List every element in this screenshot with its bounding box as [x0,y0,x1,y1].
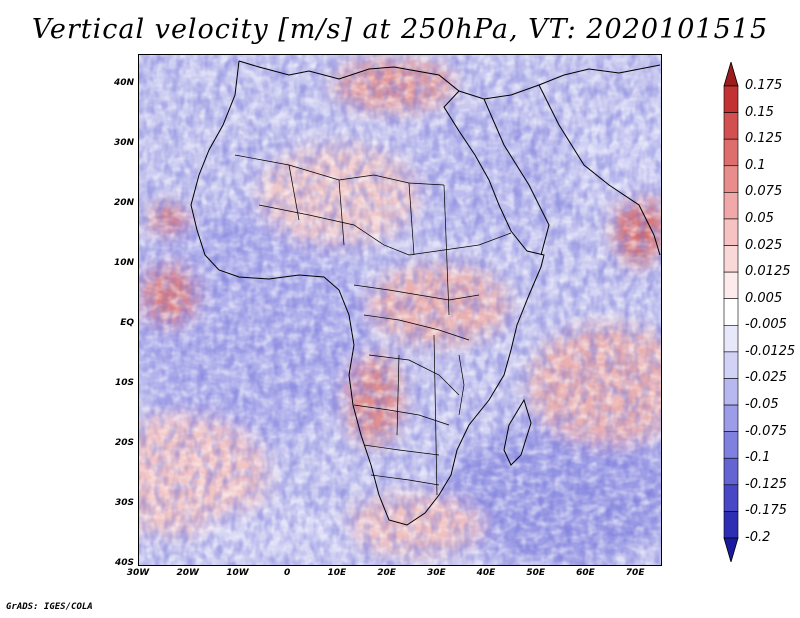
x-tick-label: 70E [625,568,645,578]
colorbar-segment [723,271,739,300]
velocity-field-map [139,55,661,565]
x-tick-label: 50E [526,568,546,578]
colorbar-label: -0.05 [745,397,779,413]
colorbar-segment [723,324,739,353]
colorbar-label: -0.1 [745,450,771,466]
colorbar-segment [723,138,739,167]
colorbar-segment [723,404,739,432]
colorbar-segment [723,245,739,273]
colorbar-label: 0.175 [745,78,783,93]
colorbar-label: -0.125 [745,476,787,492]
colorbar-segment [723,112,739,140]
map-title: Vertical velocity [m/s] at 250hPa, VT: 2… [31,14,769,45]
colorbar-segment [723,484,739,512]
x-tick-label: 10E [327,568,347,578]
colorbar-segment [723,431,739,459]
colorbar-label: -0.175 [745,503,787,519]
colorbar-segment [723,298,739,326]
country-borders [234,154,512,496]
colorbar-segment [723,378,739,406]
footer-credit: GrADS: IGES/COLA [6,602,93,612]
x-tick-label: 20E [377,568,396,578]
y-tick-label: 10N [113,258,134,268]
colorbar-label: -0.0125 [745,343,796,359]
colorbar-label: 0.05 [745,210,774,226]
colorbar-segment [723,457,739,486]
x-tick-label: 20W [176,568,199,578]
colorbar-segment [723,511,739,539]
y-tick-label: 30N [113,138,134,148]
map-plot-area [138,54,662,566]
colorbar-label: 0.005 [745,290,783,306]
y-tick-label: 20N [113,198,134,208]
colorbar-bottom-arrow [723,537,739,562]
y-tick-label: 40S [114,558,134,568]
colorbar-segment [723,192,739,220]
x-tick-label: 30E [426,568,446,578]
colorbar-label: 0.15 [745,104,774,120]
colorbar-label: 0.0125 [745,264,791,280]
colorbar-label: 0.025 [745,237,783,253]
colorbar-label: 0.1 [745,157,766,173]
x-tick-label: 40E [476,568,496,578]
colorbar-label: -0.075 [745,423,787,439]
colorbar-label: 0.075 [745,184,783,200]
y-tick-label: 40N [113,78,134,88]
x-tick-label: 0 [284,568,291,578]
colorbar-label: -0.025 [745,370,787,386]
colorbar-top-arrow [723,62,739,87]
y-tick-label: 10S [114,378,134,388]
coastlines [190,60,661,526]
y-tick-label: EQ [120,318,134,328]
colorbar-segment [723,85,739,113]
x-tick-label: 10W [226,568,249,578]
x-tick-label: 30W [126,568,150,578]
colorbar-label: -0.2 [745,530,771,545]
colorbar [723,62,739,562]
colorbar-label: 0.125 [745,131,783,147]
y-tick-label: 20S [114,438,134,448]
colorbar-segment [723,218,739,246]
x-tick-label: 60E [576,568,595,578]
field-texture-blue [139,55,661,565]
y-tick-label: 30S [114,498,134,508]
colorbar-segment [723,351,739,379]
colorbar-segment [723,165,739,193]
colorbar-label: -0.005 [745,317,787,333]
